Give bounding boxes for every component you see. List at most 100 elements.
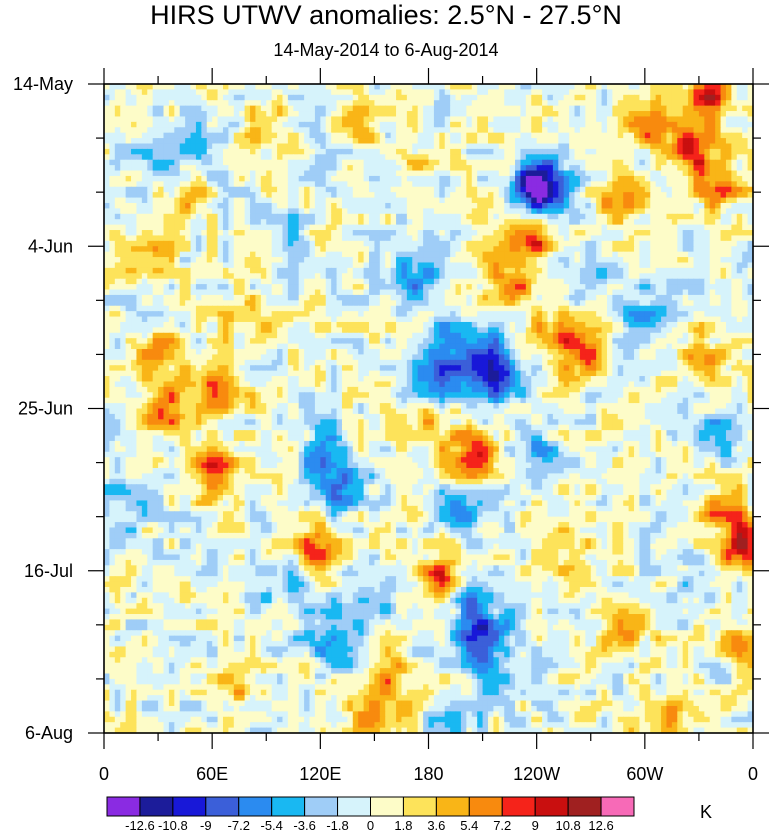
heatmap-cell (282, 121, 289, 128)
heatmap-cell (606, 100, 613, 107)
heatmap-cell (736, 111, 743, 118)
heatmap-cell (639, 262, 646, 269)
heatmap-cell (450, 127, 457, 134)
heatmap-cell (525, 202, 532, 209)
heatmap-cell (542, 230, 549, 237)
heatmap-cell (347, 257, 354, 264)
heatmap-cell (244, 84, 251, 91)
heatmap-cell (255, 84, 262, 91)
heatmap-cell (682, 219, 689, 226)
heatmap-cell (634, 230, 641, 237)
heatmap-cell (558, 143, 565, 150)
heatmap-cell (471, 138, 478, 145)
heatmap-cell (558, 121, 565, 128)
heatmap-cell (374, 294, 381, 301)
heatmap-cell (293, 219, 300, 226)
heatmap-cell (250, 235, 257, 242)
heatmap-cell (282, 305, 289, 312)
heatmap-cell (477, 213, 484, 220)
heatmap-cell (531, 165, 538, 172)
heatmap-cell (104, 230, 111, 237)
heatmap-cell (282, 240, 289, 247)
heatmap-cell (439, 116, 446, 123)
heatmap-cell (222, 148, 229, 155)
heatmap-cell (385, 305, 392, 312)
heatmap-cell (720, 100, 727, 107)
heatmap-cell (347, 278, 354, 285)
heatmap-cell (460, 267, 467, 274)
heatmap-cell (682, 262, 689, 269)
heatmap-cell (650, 138, 657, 145)
heatmap-cell (666, 213, 673, 220)
heatmap-cell (547, 186, 554, 193)
heatmap-cell (374, 192, 381, 199)
heatmap-cell (525, 170, 532, 177)
heatmap-cell (671, 127, 678, 134)
heatmap-cell (650, 230, 657, 237)
heatmap-cell (212, 251, 219, 258)
heatmap-cell (233, 294, 240, 301)
heatmap-cell (163, 138, 170, 145)
heatmap-cell (552, 111, 559, 118)
heatmap-cell (623, 224, 630, 231)
heatmap-cell (563, 111, 570, 118)
heatmap-cell (596, 267, 603, 274)
heatmap-cell (412, 235, 419, 242)
heatmap-cell (385, 246, 392, 253)
heatmap-cell (698, 143, 705, 150)
heatmap-cell (433, 100, 440, 107)
heatmap-cell (655, 246, 662, 253)
heatmap-cell (547, 289, 554, 296)
heatmap-cell (379, 257, 386, 264)
heatmap-cell (341, 138, 348, 145)
heatmap-cell (423, 230, 430, 237)
heatmap-cell (558, 84, 565, 91)
heatmap-cell (271, 213, 278, 220)
heatmap-cell (606, 148, 613, 155)
heatmap-cell (617, 186, 624, 193)
heatmap-cell (228, 278, 235, 285)
heatmap-cell (601, 219, 608, 226)
heatmap-cell (439, 284, 446, 291)
heatmap-cell (206, 213, 213, 220)
heatmap-cell (731, 192, 738, 199)
heatmap-cell (628, 159, 635, 166)
heatmap-cell (358, 192, 365, 199)
heatmap-cell (423, 132, 430, 139)
heatmap-cell (158, 240, 165, 247)
heatmap-cell (644, 154, 651, 161)
heatmap-cell (574, 154, 581, 161)
heatmap-cell (644, 224, 651, 231)
heatmap-cell (590, 257, 597, 264)
heatmap-cell (222, 175, 229, 182)
heatmap-cell (147, 186, 154, 193)
heatmap-cell (423, 170, 430, 177)
heatmap-cell (212, 192, 219, 199)
heatmap-cell (114, 165, 121, 172)
heatmap-cell (222, 170, 229, 177)
heatmap-cell (131, 213, 138, 220)
heatmap-cell (666, 105, 673, 112)
heatmap-cell (282, 89, 289, 96)
heatmap-cell (412, 294, 419, 301)
heatmap-cell (731, 208, 738, 215)
heatmap-cell (617, 289, 624, 296)
heatmap-cell (190, 197, 197, 204)
heatmap-cell (347, 170, 354, 177)
heatmap-cell (412, 132, 419, 139)
heatmap-cell (401, 154, 408, 161)
heatmap-cell (314, 159, 321, 166)
heatmap-cell (525, 181, 532, 188)
heatmap-cell (439, 202, 446, 209)
heatmap-cell (287, 181, 294, 188)
heatmap-cell (574, 143, 581, 150)
heatmap-cell (547, 127, 554, 134)
heatmap-cell (266, 175, 273, 182)
heatmap-cell (287, 246, 294, 253)
heatmap-cell (363, 127, 370, 134)
heatmap-cell (709, 181, 716, 188)
heatmap-cell (341, 175, 348, 182)
heatmap-cell (228, 94, 235, 101)
heatmap-cell (412, 165, 419, 172)
heatmap-cell (644, 116, 651, 123)
